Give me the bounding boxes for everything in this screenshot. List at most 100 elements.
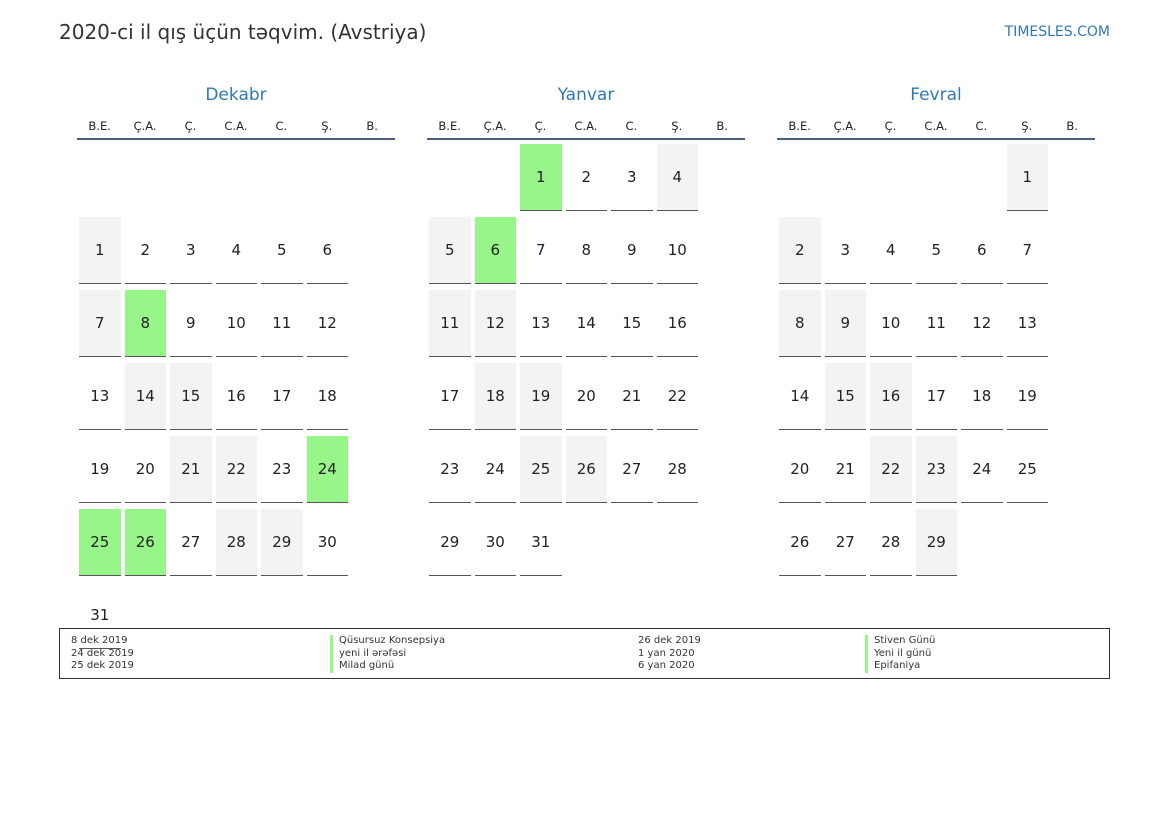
- day-cell[interactable]: 16: [215, 363, 257, 430]
- day-cell[interactable]: 7: [1006, 217, 1048, 284]
- day-cell[interactable]: 5: [915, 217, 957, 284]
- day-cell[interactable]: 1: [79, 217, 121, 284]
- day-cell[interactable]: 3: [611, 144, 653, 211]
- day-cell[interactable]: 26: [565, 436, 607, 503]
- weekday-label: Ç.A.: [483, 119, 507, 133]
- day-cell[interactable]: 31: [79, 582, 121, 649]
- empty-cell: [261, 144, 303, 211]
- holiday-day-cell[interactable]: 6: [474, 217, 516, 284]
- day-cell[interactable]: 11: [429, 290, 471, 357]
- day-grid: 1 2 3 4 5 6 7 8 9 10 11 12 13 14 15 16 17 18 19 20 21 22 23 24 2…: [427, 144, 745, 582]
- day-cell[interactable]: 20: [779, 436, 821, 503]
- site-link[interactable]: TIMESLES.COM: [1004, 24, 1110, 40]
- day-cell[interactable]: 22: [870, 436, 912, 503]
- day-cell[interactable]: 14: [124, 363, 166, 430]
- day-cell[interactable]: 15: [170, 363, 212, 430]
- day-cell[interactable]: 30: [306, 509, 348, 576]
- day-cell[interactable]: 18: [961, 363, 1003, 430]
- day-cell[interactable]: 14: [565, 290, 607, 357]
- day-cell[interactable]: 29: [261, 509, 303, 576]
- day-cell[interactable]: 12: [306, 290, 348, 357]
- legend-holiday-name: Stiven Günü: [874, 635, 936, 646]
- day-cell[interactable]: 13: [1006, 290, 1048, 357]
- day-cell[interactable]: 27: [611, 436, 653, 503]
- day-cell[interactable]: 31: [520, 509, 562, 576]
- day-cell[interactable]: 2: [124, 217, 166, 284]
- day-cell[interactable]: 28: [870, 509, 912, 576]
- day-cell[interactable]: 3: [170, 217, 212, 284]
- day-cell[interactable]: 7: [79, 290, 121, 357]
- day-cell[interactable]: 24: [961, 436, 1003, 503]
- day-cell[interactable]: 19: [1006, 363, 1048, 430]
- day-cell[interactable]: 9: [170, 290, 212, 357]
- day-cell[interactable]: 8: [779, 290, 821, 357]
- weekday-label: C.A.: [224, 119, 248, 133]
- day-grid: 1 2 3 4 5 6 7 8 9 10 11 12 13 14 15 16 17 18 19 20 21 22 23 24 2…: [777, 144, 1095, 582]
- day-cell[interactable]: 4: [870, 217, 912, 284]
- day-cell[interactable]: 11: [915, 290, 957, 357]
- day-cell[interactable]: 9: [824, 290, 866, 357]
- legend-dates-left: 8 dek 2019 24 dek 2019 25 dek 2019: [71, 635, 134, 673]
- day-cell[interactable]: 28: [656, 436, 698, 503]
- day-cell[interactable]: 13: [520, 290, 562, 357]
- day-cell[interactable]: 23: [429, 436, 471, 503]
- day-cell[interactable]: 19: [79, 436, 121, 503]
- day-cell[interactable]: 28: [215, 509, 257, 576]
- day-cell[interactable]: 20: [565, 363, 607, 430]
- holiday-day-cell[interactable]: 25: [79, 509, 121, 576]
- day-cell[interactable]: 12: [474, 290, 516, 357]
- day-cell[interactable]: 21: [611, 363, 653, 430]
- day-cell[interactable]: 8: [565, 217, 607, 284]
- day-cell[interactable]: 26: [779, 509, 821, 576]
- day-cell[interactable]: 17: [429, 363, 471, 430]
- day-cell[interactable]: 9: [611, 217, 653, 284]
- day-cell[interactable]: 17: [915, 363, 957, 430]
- day-cell[interactable]: 6: [306, 217, 348, 284]
- day-cell[interactable]: 14: [779, 363, 821, 430]
- day-cell[interactable]: 3: [824, 217, 866, 284]
- holiday-day-cell[interactable]: 8: [124, 290, 166, 357]
- day-cell[interactable]: 19: [520, 363, 562, 430]
- day-cell[interactable]: 13: [79, 363, 121, 430]
- day-cell[interactable]: 16: [656, 290, 698, 357]
- day-cell[interactable]: 23: [915, 436, 957, 503]
- day-cell[interactable]: 18: [306, 363, 348, 430]
- day-cell[interactable]: 10: [656, 217, 698, 284]
- day-cell[interactable]: 25: [1006, 436, 1048, 503]
- day-cell[interactable]: 25: [520, 436, 562, 503]
- holiday-day-cell[interactable]: 24: [306, 436, 348, 503]
- day-cell[interactable]: 18: [474, 363, 516, 430]
- day-cell[interactable]: 7: [520, 217, 562, 284]
- day-cell[interactable]: 10: [215, 290, 257, 357]
- day-cell[interactable]: 10: [870, 290, 912, 357]
- day-cell[interactable]: 22: [215, 436, 257, 503]
- day-cell[interactable]: 21: [170, 436, 212, 503]
- day-cell[interactable]: 22: [656, 363, 698, 430]
- day-cell[interactable]: 5: [261, 217, 303, 284]
- day-cell[interactable]: 1: [1006, 144, 1048, 211]
- day-cell[interactable]: 29: [429, 509, 471, 576]
- holiday-day-cell[interactable]: 1: [520, 144, 562, 211]
- holiday-day-cell[interactable]: 26: [124, 509, 166, 576]
- day-cell[interactable]: 2: [565, 144, 607, 211]
- day-cell[interactable]: 15: [611, 290, 653, 357]
- day-cell[interactable]: 2: [779, 217, 821, 284]
- day-cell[interactable]: 27: [824, 509, 866, 576]
- day-cell[interactable]: 17: [261, 363, 303, 430]
- day-cell[interactable]: 23: [261, 436, 303, 503]
- day-cell[interactable]: 6: [961, 217, 1003, 284]
- day-cell[interactable]: 30: [474, 509, 516, 576]
- day-cell[interactable]: 4: [215, 217, 257, 284]
- day-cell[interactable]: 27: [170, 509, 212, 576]
- day-cell[interactable]: 29: [915, 509, 957, 576]
- day-cell[interactable]: 5: [429, 217, 471, 284]
- day-cell[interactable]: 11: [261, 290, 303, 357]
- day-cell[interactable]: 21: [824, 436, 866, 503]
- day-cell[interactable]: 15: [824, 363, 866, 430]
- day-cell[interactable]: 12: [961, 290, 1003, 357]
- weekday-label: C.A.: [924, 119, 948, 133]
- day-cell[interactable]: 4: [656, 144, 698, 211]
- day-cell[interactable]: 20: [124, 436, 166, 503]
- day-cell[interactable]: 16: [870, 363, 912, 430]
- day-cell[interactable]: 24: [474, 436, 516, 503]
